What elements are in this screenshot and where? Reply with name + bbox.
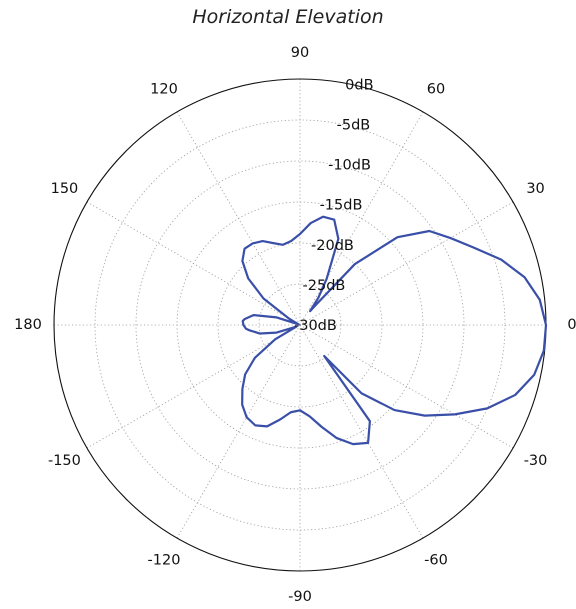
chart-title: Horizontal Elevation xyxy=(192,6,384,28)
angle-tick-label: -120 xyxy=(148,553,181,569)
angular-gridline xyxy=(86,324,301,449)
radial-tick-label: -15dB xyxy=(320,198,363,214)
angular-gridline xyxy=(299,111,424,326)
angular-gridline xyxy=(299,324,424,539)
radial-tick-label: -20dB xyxy=(311,238,354,254)
angle-tick-label: 150 xyxy=(51,181,79,197)
angular-gridline xyxy=(299,324,514,449)
radial-gridline xyxy=(94,119,506,531)
angle-tick-label: 90 xyxy=(291,45,309,61)
angle-tick-label: 60 xyxy=(427,81,445,97)
radial-tick-label: -10dB xyxy=(328,158,371,174)
angle-tick-label: 0 xyxy=(567,317,576,333)
radial-tick-label: -30dB xyxy=(294,318,337,334)
radial-tick-label: -5dB xyxy=(337,117,371,133)
curve-layer xyxy=(241,215,548,446)
angular-gridline xyxy=(176,324,301,539)
angle-tick-label: 120 xyxy=(150,81,178,97)
angle-tick-label: -150 xyxy=(48,453,81,469)
angular-gridline xyxy=(299,201,514,326)
label-layer: 0 30 60 90 120 150 180 -150 -120 -90 -60 -30 0dB -5dB… xyxy=(14,45,576,605)
radial-gridline xyxy=(258,283,342,367)
angle-tick-label: 180 xyxy=(14,317,42,333)
angular-gridline xyxy=(176,111,301,326)
angle-tick-label: -90 xyxy=(288,589,312,605)
grid-layer xyxy=(53,78,547,572)
radial-gridline xyxy=(135,160,465,490)
radial-tick-label: 0dB xyxy=(345,77,373,93)
radial-gridline xyxy=(217,242,383,408)
radial-tick-label: -25dB xyxy=(303,278,346,294)
angular-gridline xyxy=(86,201,301,326)
radiation-pattern-line xyxy=(241,215,548,446)
angle-tick-label: 30 xyxy=(526,181,544,197)
angle-tick-label: -60 xyxy=(424,553,448,569)
angle-tick-label: -30 xyxy=(524,453,548,469)
